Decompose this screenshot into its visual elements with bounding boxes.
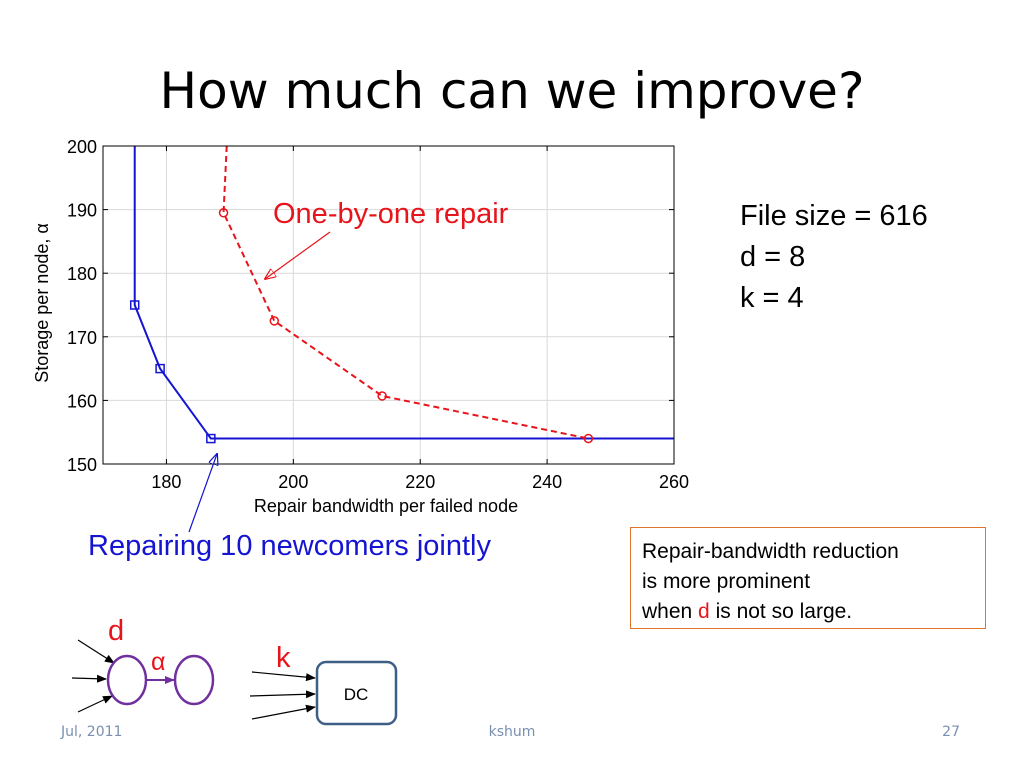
data-collector-label: DC [344, 685, 369, 704]
x-tick-label: 220 [405, 472, 435, 492]
param-d: d = 8 [740, 241, 806, 273]
x-tick-label: 260 [659, 472, 689, 492]
input-arrow [251, 671, 316, 682]
repair-diagram: d α DC k [71, 615, 398, 726]
input-arrow [77, 695, 113, 713]
joint-arrow [188, 454, 217, 533]
chart-grid [103, 145, 675, 465]
data-collector-box [315, 660, 398, 726]
joint-repair-annotation: Repairing 10 newcomers jointly [88, 530, 491, 562]
plot-frame [102, 145, 675, 465]
one-by-one-arrow [265, 231, 331, 279]
d-label: d [108, 615, 124, 647]
x-tick-label: 240 [532, 472, 562, 492]
y-axis-label: Storage per node, α [32, 223, 52, 383]
x-tick-label: 180 [151, 472, 181, 492]
series-line-joint [133, 146, 674, 440]
note-text: when [642, 600, 699, 623]
x-tick-label: 200 [278, 472, 308, 492]
series-line-one-by-one [222, 145, 589, 440]
y-tick-label: 170 [67, 328, 97, 348]
newcomer-node [173, 654, 215, 706]
data-point-joint [129, 300, 140, 310]
note-line: when d is not so large. [642, 597, 985, 627]
k-label: k [276, 642, 291, 674]
newcomer-node [106, 654, 148, 706]
footer-page-number: 27 [942, 724, 960, 740]
note-highlight: d [698, 600, 710, 623]
chart-ticks: 180 200 220 240 260 150 160 170 180 190 200 [67, 137, 689, 492]
y-tick-label: 160 [67, 391, 97, 411]
note-line: is more prominent [642, 570, 811, 593]
data-point-one-by-one [218, 208, 229, 218]
data-point-one-by-one [583, 433, 594, 444]
footer-date: Jul, 2011 [61, 724, 123, 740]
data-point-one-by-one [377, 391, 387, 401]
note-box: Repair-bandwidth reduction is more promi… [630, 527, 986, 629]
data-point-joint [206, 433, 216, 444]
data-point-one-by-one [269, 316, 280, 326]
data-point-joint [155, 363, 165, 374]
param-file-size: File size = 616 [740, 200, 928, 232]
footer-author: kshum [488, 724, 536, 740]
input-arrow [77, 639, 115, 664]
input-arrow [71, 674, 107, 683]
one-by-one-annotation: One-by-one repair [273, 198, 509, 230]
note-line: Repair-bandwidth reduction [642, 540, 899, 563]
note-text: is not so large. [709, 600, 853, 623]
chart-series [129, 145, 674, 444]
input-arrow [251, 704, 316, 720]
input-arrow [249, 690, 316, 699]
y-tick-label: 190 [67, 201, 97, 221]
alpha-label: α [151, 648, 165, 676]
y-tick-label: 150 [67, 455, 97, 475]
parameter-list: File size = 616 d = 8 k = 4 [740, 196, 928, 319]
x-axis-label: Repair bandwidth per failed node [254, 496, 518, 516]
y-tick-label: 200 [67, 137, 97, 157]
slide-title: How much can we improve? [159, 62, 865, 120]
y-tick-label: 180 [67, 264, 97, 284]
param-k: k = 4 [740, 282, 804, 314]
